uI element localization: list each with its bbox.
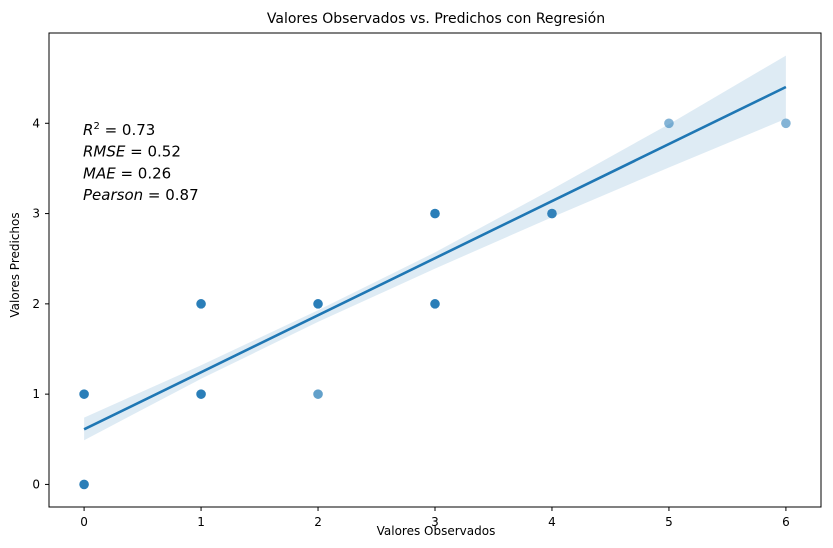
y-axis-title: Valores Predichos — [8, 212, 22, 317]
data-point-11 — [781, 118, 791, 129]
stat-line-r: R2 = 0.73 — [83, 121, 155, 139]
x-tick-label-6: 6 — [782, 515, 790, 529]
confidence-band — [84, 55, 786, 441]
stat-line-mae: MAE = 0.26 — [83, 164, 171, 182]
x-tick-label-0: 0 — [80, 515, 88, 529]
y-axis: 0 1 2 3 4 — [32, 116, 49, 491]
x-tick-label-3: 3 — [431, 515, 439, 529]
y-tick-label-2: 2 — [32, 297, 40, 311]
data-point-4 — [196, 299, 206, 309]
plot-area — [79, 55, 791, 490]
chart-title: Valores Observados vs. Predichos con Reg… — [267, 11, 605, 27]
data-point-5 — [313, 389, 323, 399]
data-point-3 — [196, 389, 206, 399]
x-axis: 0 1 2 3 4 5 6 — [80, 507, 790, 529]
data-point-2 — [79, 389, 89, 399]
stat-line-pearson: Pearson = 0.87 — [83, 186, 199, 204]
x-tick-label-5: 5 — [665, 515, 673, 529]
data-point-7 — [430, 299, 440, 309]
x-tick-label-1: 1 — [197, 515, 205, 529]
y-tick-label-1: 1 — [32, 387, 40, 401]
regression-line — [83, 85, 787, 431]
data-point-1 — [79, 479, 89, 490]
data-point-10 — [664, 118, 674, 129]
data-point-8 — [430, 208, 440, 219]
y-tick-label-0: 0 — [32, 477, 40, 491]
stats-annotation: R2 = 0.73 RMSE = 0.52 MAE = 0.26 Pearson = … — [83, 121, 199, 204]
stat-line-rmse: RMSE = 0.52 — [83, 143, 181, 161]
x-tick-label-2: 2 — [314, 515, 322, 529]
x-tick-label-4: 4 — [548, 515, 556, 529]
data-point-6 — [313, 299, 323, 309]
data-point-9 — [547, 208, 557, 219]
y-tick-label-3: 3 — [32, 207, 40, 221]
x-axis-title: Valores Observados — [377, 524, 496, 538]
y-tick-label-4: 4 — [32, 116, 40, 130]
